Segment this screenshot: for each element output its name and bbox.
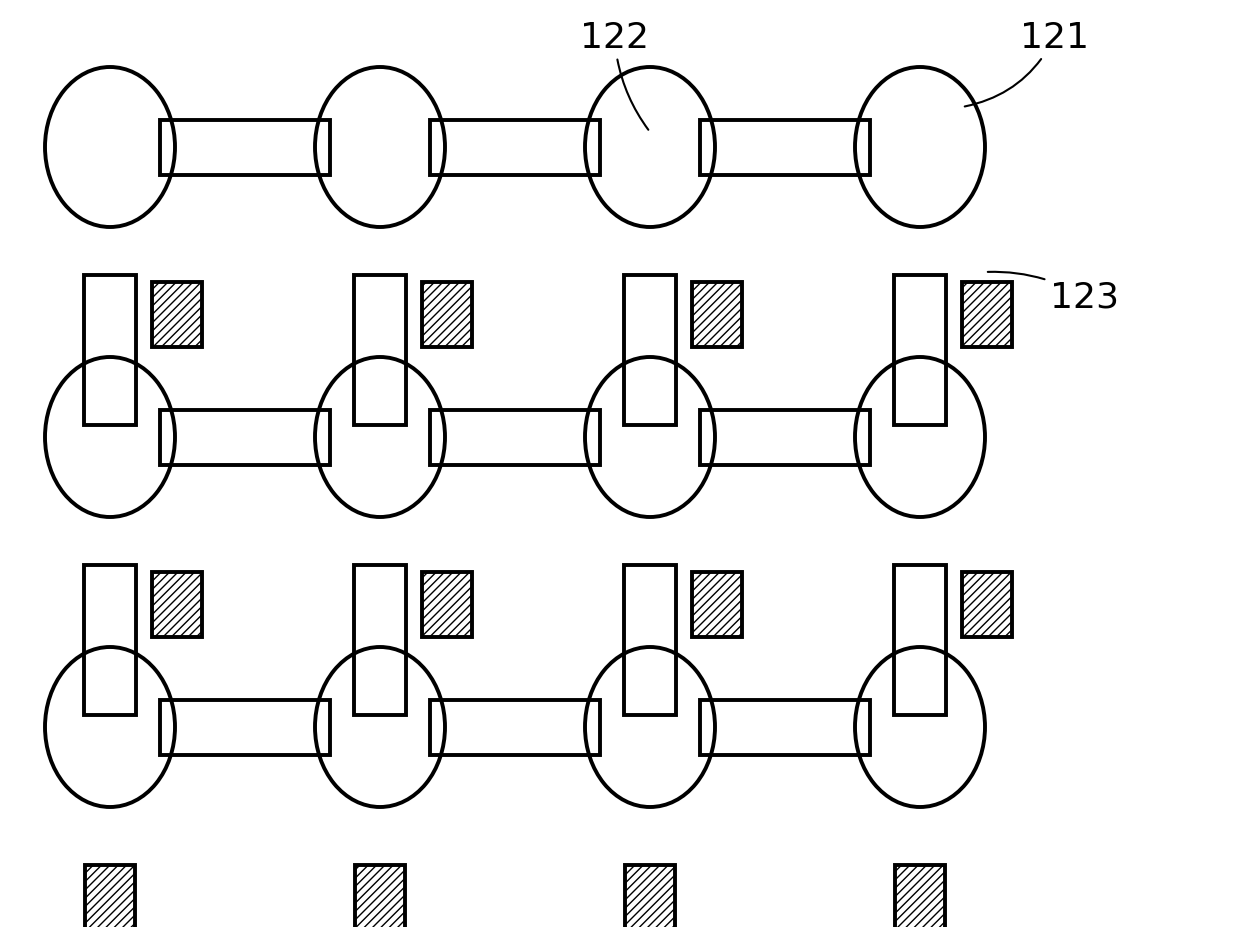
Bar	[692, 572, 742, 638]
Bar	[701, 410, 870, 465]
Bar	[895, 865, 945, 927]
Bar	[962, 572, 1012, 638]
Bar	[624, 565, 676, 716]
Text: 121: 121	[965, 21, 1089, 108]
Bar	[353, 565, 405, 716]
Text: 123: 123	[988, 273, 1118, 314]
Bar	[422, 283, 472, 348]
Bar	[153, 283, 202, 348]
Bar	[430, 700, 600, 755]
Bar	[86, 865, 135, 927]
Text: 122: 122	[580, 21, 649, 131]
Bar	[962, 572, 1012, 638]
Bar	[624, 275, 676, 425]
Bar	[895, 865, 945, 927]
Bar	[153, 572, 202, 638]
Bar	[86, 865, 135, 927]
Bar	[692, 572, 742, 638]
Bar	[355, 865, 405, 927]
Bar	[625, 865, 675, 927]
Bar	[430, 410, 600, 465]
Bar	[692, 283, 742, 348]
Bar	[160, 121, 330, 175]
Bar	[692, 283, 742, 348]
Bar	[894, 275, 946, 425]
Bar	[160, 410, 330, 465]
Bar	[84, 275, 136, 425]
Bar	[962, 283, 1012, 348]
Bar	[962, 283, 1012, 348]
Bar	[894, 565, 946, 716]
Bar	[153, 283, 202, 348]
Bar	[701, 121, 870, 175]
Bar	[160, 700, 330, 755]
Bar	[84, 565, 136, 716]
Bar	[422, 283, 472, 348]
Bar	[430, 121, 600, 175]
Bar	[625, 865, 675, 927]
Bar	[355, 865, 405, 927]
Bar	[353, 275, 405, 425]
Bar	[422, 572, 472, 638]
Bar	[701, 700, 870, 755]
Bar	[153, 572, 202, 638]
Bar	[422, 572, 472, 638]
